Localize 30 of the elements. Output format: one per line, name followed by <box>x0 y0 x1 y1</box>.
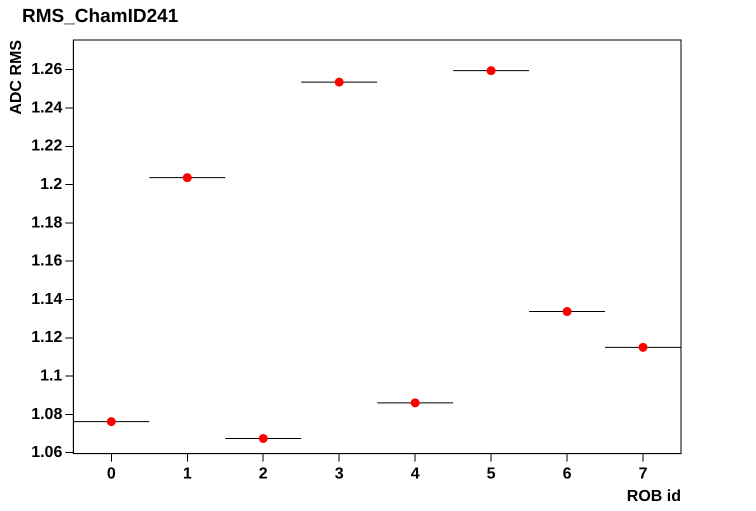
point <box>334 78 344 87</box>
point <box>106 417 116 426</box>
y-tick-label: 1.16 <box>31 252 62 270</box>
x-tick-label: 5 <box>486 466 496 483</box>
x-tick-label: 7 <box>638 466 648 483</box>
y-axis-title: ADC RMS <box>8 40 26 115</box>
point <box>486 66 496 76</box>
chart-title: RMS_ChamID241 <box>22 6 178 28</box>
y-tick-label: 1.22 <box>31 138 62 155</box>
x-tick-label: 6 <box>562 466 572 483</box>
y-tick-label: 1.2 <box>40 176 62 193</box>
x-tick-label: 1 <box>182 466 192 483</box>
point <box>410 398 420 408</box>
point <box>638 342 648 352</box>
point <box>258 434 268 443</box>
x-tick-label: 3 <box>334 466 344 483</box>
point <box>562 307 572 316</box>
y-tick-label: 1.12 <box>31 329 62 346</box>
y-tick-label: 1.06 <box>31 444 62 462</box>
y-tick-label: 1.14 <box>31 290 62 308</box>
point <box>182 173 192 182</box>
y-tick-label: 1.24 <box>31 99 62 116</box>
y-tick-label: 1.08 <box>31 406 62 423</box>
y-tick-label: 1.26 <box>31 61 62 78</box>
x-tick-label: 2 <box>258 466 268 483</box>
y-tick-label: 1.1 <box>40 367 62 384</box>
x-tick-label: 4 <box>410 466 420 483</box>
x-tick-label: 0 <box>106 466 116 483</box>
x-axis-title: ROB id <box>626 488 681 505</box>
y-tick-label: 1.18 <box>31 214 62 232</box>
